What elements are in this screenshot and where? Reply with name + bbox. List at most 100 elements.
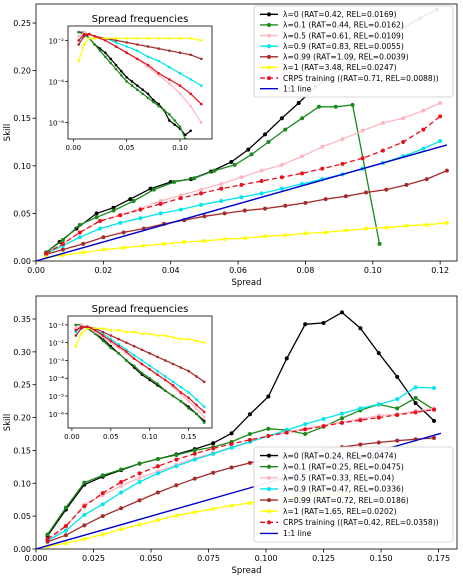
data-point	[211, 470, 216, 475]
inset-data-point	[125, 80, 128, 83]
data-point	[404, 182, 409, 187]
y-tick-label: 0.25	[13, 19, 31, 28]
inset-data-point	[179, 366, 183, 369]
data-point	[212, 168, 217, 173]
inset-data-point	[125, 76, 128, 79]
inset-data-point	[157, 37, 160, 40]
inset-y-tick-label: 10⁻²	[49, 340, 65, 348]
inset-data-point	[157, 74, 160, 77]
inset-data-point	[125, 350, 128, 353]
data-point	[259, 168, 264, 173]
data-point	[303, 231, 308, 236]
inset-data-point	[195, 403, 198, 407]
legend-swatch-marker	[267, 12, 271, 17]
inset-data-point	[101, 339, 105, 343]
data-point	[44, 251, 49, 256]
chart-bottom: 0.000 0.025 0.050 0.075 0.100 0.125 0.150 0.175…	[3, 295, 458, 576]
inset-data-point	[93, 37, 96, 40]
inset-background	[68, 26, 212, 139]
inset-data-point	[179, 385, 183, 389]
inset-data-point	[184, 133, 187, 137]
inset-data-point	[125, 41, 128, 44]
data-point	[101, 247, 106, 252]
data-point	[339, 411, 344, 416]
inset-data-point	[101, 330, 105, 334]
data-point	[284, 356, 289, 361]
inset-data-point	[148, 364, 152, 368]
data-point	[259, 179, 264, 184]
data-point	[431, 407, 436, 412]
data-point	[63, 505, 68, 510]
data-point	[246, 147, 251, 152]
data-point	[320, 166, 325, 171]
data-point	[247, 501, 252, 505]
inset-data-point	[140, 362, 144, 366]
inset-data-point	[163, 334, 167, 337]
data-point	[339, 416, 344, 421]
inset-data-point	[148, 368, 152, 371]
data-point	[119, 506, 124, 511]
x-tick-label: 0.10	[364, 266, 382, 275]
data-point	[111, 205, 116, 210]
data-point	[340, 137, 345, 142]
data-point	[431, 418, 436, 423]
inset-data-point	[179, 392, 183, 396]
axes-frame	[35, 295, 458, 550]
inset-data-point	[141, 88, 144, 91]
inset-data-point	[163, 359, 167, 362]
data-point	[63, 541, 68, 546]
inset-data-point	[109, 57, 112, 61]
data-point	[395, 406, 400, 411]
y-tick-label: 0.10	[13, 479, 31, 488]
data-point	[174, 483, 179, 488]
legend-entry: λ=0.5 (RAT=0.61, REL=0.0109)	[283, 31, 404, 40]
data-point	[376, 402, 381, 407]
data-point	[266, 394, 271, 399]
data-point	[131, 199, 136, 204]
inset-data-point	[168, 49, 171, 52]
data-point	[202, 239, 207, 244]
x-tick-label: 0.06	[229, 266, 247, 275]
data-point	[60, 247, 65, 252]
data-point	[300, 116, 305, 121]
inset-data-point	[132, 364, 136, 368]
data-point	[413, 395, 418, 400]
data-point	[321, 424, 326, 429]
data-point	[63, 524, 68, 528]
inset-data-point	[130, 80, 134, 83]
data-point	[283, 233, 288, 238]
data-point	[100, 532, 105, 537]
inset-data-point	[202, 421, 206, 424]
x-tick-label: 0.100	[255, 554, 278, 563]
data-point	[178, 196, 183, 201]
data-point	[401, 116, 406, 121]
inset-data-point	[101, 332, 105, 336]
data-point	[350, 102, 355, 107]
inset-data-point	[156, 369, 159, 373]
legend-entry: λ=0.1 (RAT=0.25, REL=0.0475)	[283, 462, 404, 471]
data-point	[283, 203, 288, 208]
inset-data-point	[125, 359, 128, 362]
inset-y-tick-label: 10⁻³	[49, 357, 65, 365]
data-point	[222, 211, 227, 216]
data-point	[279, 175, 284, 180]
series-line	[47, 386, 435, 542]
data-point	[155, 490, 160, 495]
y-axis-label: Skill	[3, 414, 13, 431]
data-point	[82, 504, 87, 509]
data-point	[118, 213, 123, 218]
data-point	[438, 114, 443, 119]
inset-data-point	[109, 61, 112, 65]
inset-data-point	[140, 359, 144, 362]
inset-data-point	[171, 336, 175, 339]
data-point	[121, 245, 126, 250]
inset-data-point	[132, 330, 136, 334]
data-point	[303, 432, 308, 436]
data-point	[377, 241, 382, 246]
data-point	[81, 241, 86, 246]
inset-data-point	[195, 412, 198, 416]
inset-data-point	[93, 43, 96, 46]
inset-data-point	[77, 34, 80, 38]
data-point	[45, 532, 50, 537]
inset-data-point	[162, 108, 166, 112]
